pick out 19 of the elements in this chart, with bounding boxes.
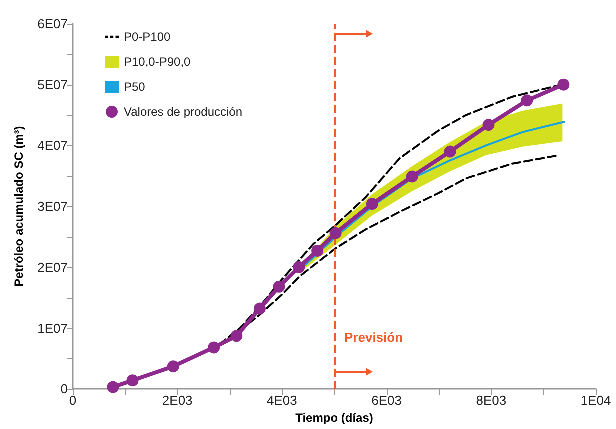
y-tick-label: 6E07 <box>38 16 68 32</box>
x-tick-label: 6E03 <box>372 393 402 408</box>
legend-label: P10,0-P90,0 <box>124 55 192 69</box>
legend-label: P50 <box>124 80 146 94</box>
y-tick-label: 1E07 <box>38 320 68 336</box>
x-tick-label: 8E03 <box>476 393 507 408</box>
y-tick-label: 4E07 <box>38 138 68 154</box>
legend-label: Valores de producción <box>124 105 243 119</box>
x-tick-label: 2E03 <box>162 393 193 408</box>
y-tick-label: 5E07 <box>38 77 68 92</box>
y-tick-label: 3E07 <box>38 199 68 214</box>
y-axis-title: Petróleo acumulado SC (m³) <box>12 126 26 287</box>
x-tick-label: 4E03 <box>267 393 298 408</box>
y-tick-label: 0 <box>60 382 68 397</box>
x-axis-title: Tiempo (días) <box>296 411 374 425</box>
x-tick-label: 1E04 <box>580 393 612 408</box>
legend-label: P0-P100 <box>124 30 172 44</box>
y-tick-label: 2E07 <box>38 260 68 275</box>
ref-line-label: Previsión <box>344 330 404 346</box>
